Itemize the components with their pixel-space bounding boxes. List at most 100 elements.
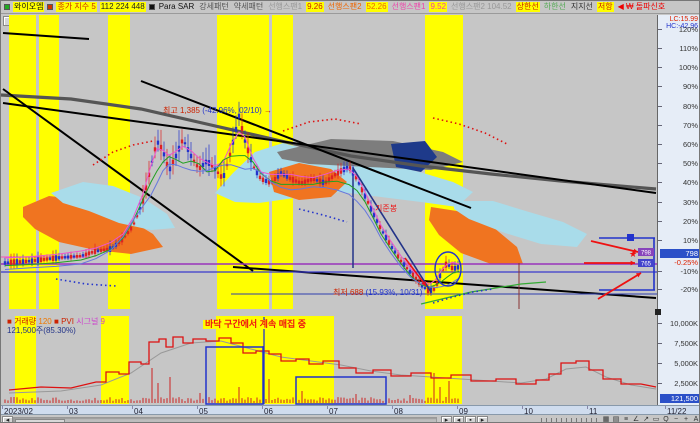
legend-item[interactable]: 저항 bbox=[596, 2, 614, 12]
volume-panel[interactable] bbox=[1, 316, 657, 405]
main-chart-area[interactable]: ★ 798 765 bbox=[1, 15, 657, 309]
axis-tick-mark bbox=[658, 240, 662, 241]
legend-item[interactable]: 112 224 448 bbox=[99, 2, 146, 12]
pvi-label[interactable]: PVI bbox=[61, 317, 74, 326]
price-axis[interactable]: LC:15.99 HC:-42.96 120% 110% 100% 90% 80% 70%… bbox=[655, 15, 699, 405]
scroll-left-button[interactable]: ◂ bbox=[2, 416, 13, 422]
tool-icon[interactable]: ▭ bbox=[652, 416, 660, 423]
volume-legend: ■ 거래량 120 ■ PVI 시그널 9 bbox=[7, 317, 105, 326]
trend-line[interactable] bbox=[2, 32, 90, 40]
tool-icon[interactable]: − bbox=[673, 416, 679, 423]
candle bbox=[237, 113, 241, 119]
tool-icon[interactable]: ▤ bbox=[612, 416, 620, 423]
axis-tick-label: 110% bbox=[679, 44, 698, 53]
candle bbox=[210, 164, 214, 168]
red-arrow[interactable] bbox=[590, 240, 639, 253]
legend-item[interactable]: 와이오엠 bbox=[13, 2, 45, 12]
candle bbox=[288, 176, 292, 181]
legend-item[interactable]: Para SAR bbox=[158, 2, 195, 11]
tool-icon[interactable]: ↗ bbox=[643, 416, 649, 423]
ma-line-blue bbox=[4, 163, 460, 289]
highlight-band bbox=[216, 316, 334, 404]
tool-icon[interactable]: + bbox=[683, 416, 689, 423]
bottom-scrollbar-row[interactable]: ◂ ▸ ◂ ▪ ▸ ▦ ▤ ≡ ∠ ↗ ▭ Q − + A bbox=[1, 416, 699, 423]
ichimoku-cloud-cyan bbox=[51, 182, 175, 230]
legend-item[interactable]: 하한선 bbox=[543, 2, 566, 11]
sar-dots-red bbox=[282, 118, 362, 132]
legend-item[interactable]: 강세패턴 bbox=[199, 2, 229, 11]
candle bbox=[441, 268, 445, 271]
candle bbox=[165, 161, 169, 167]
axis-tick-mark bbox=[658, 202, 662, 203]
axis-tick-label: 30% bbox=[682, 198, 698, 207]
legend-item[interactable]: 선행스팬1 bbox=[268, 2, 303, 11]
chart-nav-button[interactable]: ▸ bbox=[441, 416, 452, 422]
main-chart-canvas: ★ 798 765 bbox=[1, 15, 657, 309]
chart-nav-button[interactable]: ◂ bbox=[453, 416, 464, 422]
candle bbox=[291, 177, 295, 183]
candle bbox=[339, 168, 343, 174]
legend-item[interactable]: 52.26 bbox=[365, 2, 388, 12]
tool-icon[interactable]: A bbox=[693, 416, 699, 423]
axis-tick-label: 70% bbox=[682, 121, 698, 130]
chart-nav-button[interactable]: ▪ bbox=[465, 416, 476, 422]
candle bbox=[39, 257, 43, 262]
legend-item[interactable]: 선행스팬2 104.52 bbox=[451, 2, 512, 11]
legend-item[interactable]: 선행스팬1 bbox=[391, 2, 426, 11]
volume-label[interactable]: 거래량 bbox=[14, 317, 37, 326]
date-label: 11/22 bbox=[667, 407, 687, 416]
highlight-band bbox=[39, 15, 59, 309]
legend-marker-icon bbox=[47, 4, 54, 10]
panel-divider-handle[interactable] bbox=[655, 309, 661, 315]
candle bbox=[426, 287, 430, 293]
drawn-trendline[interactable] bbox=[352, 167, 432, 293]
tool-icon[interactable]: ∠ bbox=[632, 416, 640, 423]
scrollbar-thumb[interactable] bbox=[15, 419, 65, 422]
legend-item[interactable]: 9.52 bbox=[429, 2, 448, 12]
legend-item[interactable]: 약세패턴 bbox=[233, 2, 264, 11]
tool-icon[interactable]: ≡ bbox=[623, 416, 629, 423]
candle bbox=[48, 257, 52, 260]
trend-line[interactable] bbox=[140, 80, 472, 209]
candle bbox=[333, 173, 337, 177]
candle bbox=[375, 219, 379, 223]
date-tick-mark bbox=[392, 406, 393, 409]
axis-tick-mark bbox=[658, 106, 662, 107]
legend-item[interactable]: 종가 지수 5 bbox=[56, 2, 97, 12]
tool-icon[interactable]: ▦ bbox=[602, 416, 610, 423]
candle bbox=[252, 166, 256, 169]
drawn-box[interactable] bbox=[295, 376, 387, 405]
legend-item[interactable]: 상한선 bbox=[515, 2, 540, 12]
candle bbox=[12, 259, 16, 266]
candle bbox=[405, 267, 409, 270]
red-arrow[interactable] bbox=[404, 257, 427, 287]
candle bbox=[198, 166, 202, 170]
trend-line[interactable] bbox=[2, 88, 254, 272]
candle bbox=[312, 177, 316, 182]
scrollbar-track[interactable] bbox=[13, 417, 437, 422]
candle bbox=[369, 205, 373, 212]
candle bbox=[90, 251, 94, 254]
legend-item[interactable]: 9.26 bbox=[306, 2, 324, 12]
candle bbox=[192, 159, 196, 163]
bracket-handle[interactable] bbox=[627, 234, 634, 241]
red-arrow[interactable] bbox=[597, 272, 642, 300]
date-label: 03 bbox=[69, 407, 78, 416]
legend-item[interactable]: 지지선 bbox=[570, 2, 593, 11]
ichimoku-cloud-cyan bbox=[454, 201, 587, 247]
candle bbox=[390, 246, 394, 249]
tool-icon[interactable]: Q bbox=[663, 416, 669, 423]
legend-item[interactable]: ◀ ₩ 돌파신호 bbox=[617, 2, 666, 11]
candle bbox=[219, 174, 223, 179]
candle bbox=[393, 250, 397, 254]
lc-value: LC:15.99 bbox=[669, 16, 698, 23]
candle bbox=[162, 152, 166, 157]
chart-nav-button[interactable]: ▸ bbox=[477, 416, 488, 422]
candle bbox=[195, 164, 199, 168]
zoom-ruler[interactable] bbox=[541, 418, 597, 422]
trend-line[interactable] bbox=[2, 102, 657, 194]
drawn-box[interactable] bbox=[205, 346, 264, 405]
drawn-ellipse[interactable] bbox=[434, 251, 462, 287]
candle bbox=[123, 235, 127, 238]
legend-item[interactable]: 선행스팬2 bbox=[327, 2, 362, 11]
